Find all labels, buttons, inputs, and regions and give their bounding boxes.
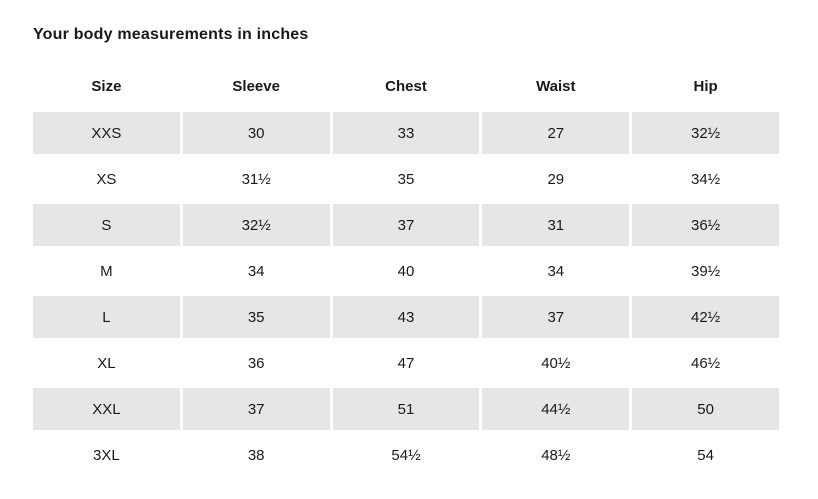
measurement-cell-waist: 31	[482, 204, 630, 246]
measurement-cell-waist: 44½	[482, 388, 630, 430]
measurement-cell-chest: 35	[397, 170, 415, 188]
measurement-cell-hip: 50	[632, 388, 779, 430]
measurement-cell-sleeve: 35	[182, 296, 330, 338]
table-row-m: M 34 40 34 39½	[33, 250, 779, 292]
measurement-cell-chest: 51	[332, 388, 480, 430]
table-row-l: L 35 43 37 42½	[33, 296, 779, 338]
measurement-cell-hip: 39½	[690, 262, 721, 280]
measurement-cell-chest: 37	[332, 204, 480, 246]
measurement-cell-sleeve: 32½	[182, 204, 330, 246]
measurement-cell-hip: 46½	[690, 354, 721, 372]
size-cell: XL	[97, 354, 116, 372]
measurement-cell-chest: 47	[397, 354, 415, 372]
measurement-cell-sleeve: 31½	[241, 170, 271, 188]
measurement-cell-chest: 40	[397, 262, 415, 280]
measurement-cell-waist: 29	[547, 170, 565, 188]
measurement-cell-waist: 37	[482, 296, 630, 338]
size-cell: L	[33, 296, 180, 338]
size-cell: 3XL	[93, 446, 120, 464]
table-row-xl: XL 36 47 40½ 46½	[33, 342, 779, 384]
page-title: Your body measurements in inches	[33, 26, 309, 43]
size-guide-panel: Your body measurements in inches Size Sle…	[33, 26, 779, 476]
size-cell: XS	[96, 170, 117, 188]
measurement-cell-waist: 27	[482, 112, 630, 154]
measurement-cell-chest: 33	[332, 112, 480, 154]
measurements-table: Size Sleeve Chest Waist Hip XXS 30 33 27 32½ XS 31½…	[33, 76, 779, 476]
table-row-3xl: 3XL 38 54½ 48½ 54	[33, 434, 779, 476]
measurement-cell-hip: 36½	[632, 204, 779, 246]
column-header-waist: Waist	[536, 77, 576, 95]
table-row-s: S 32½ 37 31 36½	[33, 204, 779, 246]
measurement-cell-waist: 34	[547, 262, 565, 280]
measurement-cell-sleeve: 34	[247, 262, 265, 280]
size-cell: S	[33, 204, 180, 246]
measurement-cell-sleeve: 38	[247, 446, 265, 464]
measurement-cell-hip: 34½	[690, 170, 721, 188]
size-cell: XXS	[33, 112, 180, 154]
table-header-row: Size Sleeve Chest Waist Hip	[33, 76, 779, 96]
measurement-cell-sleeve: 30	[182, 112, 330, 154]
size-cell: XXL	[33, 388, 180, 430]
measurement-cell-waist: 48½	[541, 446, 571, 464]
measurement-cell-chest: 54½	[391, 446, 421, 464]
column-header-hip: Hip	[693, 77, 718, 95]
size-cell: M	[100, 262, 113, 280]
measurement-cell-sleeve: 36	[247, 354, 265, 372]
measurement-cell-waist: 40½	[541, 354, 571, 372]
measurement-cell-hip: 42½	[632, 296, 779, 338]
column-header-sleeve: Sleeve	[232, 77, 280, 95]
table-row-xxl: XXL 37 51 44½ 50	[33, 388, 779, 430]
table-row-xxs: XXS 30 33 27 32½	[33, 112, 779, 154]
measurement-cell-chest: 43	[332, 296, 480, 338]
measurement-cell-hip: 32½	[632, 112, 779, 154]
measurement-cell-sleeve: 37	[182, 388, 330, 430]
column-header-chest: Chest	[385, 77, 427, 95]
table-row-xs: XS 31½ 35 29 34½	[33, 158, 779, 200]
column-header-size: Size	[91, 77, 122, 95]
measurement-cell-hip: 54	[697, 446, 714, 464]
